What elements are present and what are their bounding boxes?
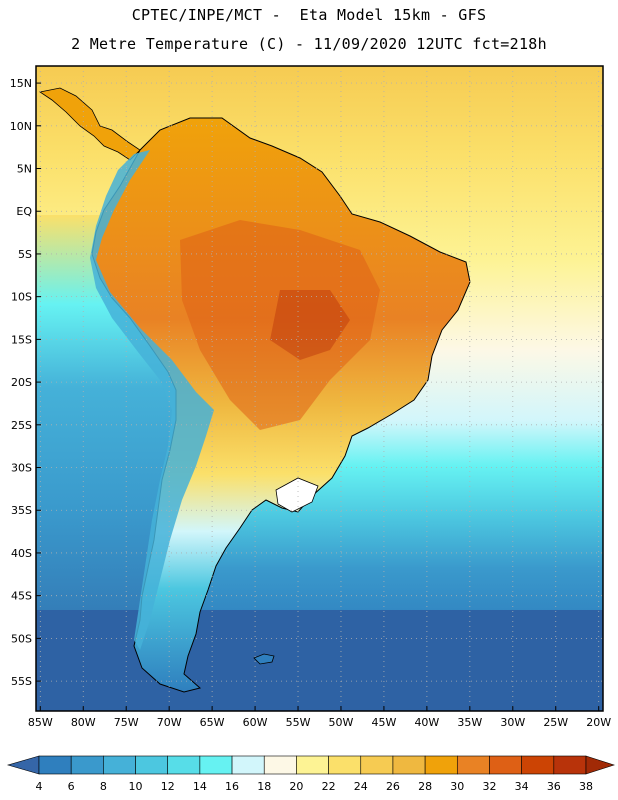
lat-tick-label: EQ [16,205,32,218]
latitude-axis: 15N 10N 5N EQ 5S 10S 15S 20S 25S 30S 35S 40S 45S 50S 5… [10,77,41,688]
colorbar-swatch [424,755,458,775]
map-frame [35,65,604,712]
colorbar-level-label: 14 [193,780,207,793]
colorbar-level-label: 22 [322,780,336,793]
colorbar-swatch [199,755,233,775]
colorbar-swatch [521,755,555,775]
colorbar-level-label: 32 [482,780,496,793]
lon-tick-label: 85W [28,716,53,729]
colorbar-level-label: 36 [547,780,561,793]
colorbar-level-label: 30 [450,780,464,793]
lon-tick-label: 25W [543,716,568,729]
colorbar-level-label: 10 [129,780,143,793]
lat-tick-label: 25S [11,419,32,432]
hot-interior-region [180,220,380,430]
colorbar-min-arrow [6,755,40,775]
lat-tick-label: 50S [11,632,32,645]
colorbar-swatch [328,755,362,775]
andes-cold-strip [90,150,214,650]
colorbar-swatch [392,755,426,775]
colorbar-level-label: 38 [579,780,593,793]
lat-tick-label: 35S [11,504,32,517]
colorbar-swatch [296,755,329,775]
colorbar-swatch [103,755,136,775]
colorbar-swatch [70,755,104,775]
lon-tick-label: 80W [71,716,96,729]
lat-tick-label: 20S [11,376,32,389]
lat-tick-label: 30S [11,462,32,475]
lon-tick-label: 70W [157,716,182,729]
lon-tick-label: 45W [371,716,396,729]
colorbar-level-label: 24 [354,780,368,793]
lon-tick-label: 20W [586,716,611,729]
colorbar-swatch [263,755,297,775]
colorbar-swatch [135,755,169,775]
colorbar-level-label: 8 [100,780,107,793]
lat-tick-label: 15N [10,77,32,90]
lon-tick-label: 55W [286,716,311,729]
lon-tick-label: 65W [200,716,225,729]
lat-tick-label: 45S [11,590,32,603]
colorbar-level-label: 4 [36,780,43,793]
lat-tick-label: 5S [18,248,32,261]
map-title-variable: 2 Metre Temperature (C) - 11/09/2020 12U… [71,35,547,53]
lat-tick-label: 10S [11,291,32,304]
map-title-model: CPTEC/INPE/MCT - Eta Model 15km - GFS [131,6,487,24]
lon-tick-label: 40W [414,716,439,729]
lat-tick-label: 40S [11,547,32,560]
lon-tick-label: 50W [329,716,354,729]
southern-ocean [36,610,603,711]
colorbar-level-label: 16 [225,780,239,793]
hottest-core [270,290,350,360]
lat-tick-label: 15S [11,333,32,346]
colorbar-level-label: 18 [257,780,271,793]
colorbar-level-label: 34 [515,780,529,793]
colorbar-level-label: 6 [68,780,75,793]
colorbar-swatch [167,755,201,775]
colorbar-swatch [360,755,394,775]
falkland-islands [253,653,275,665]
lon-tick-label: 30W [500,716,525,729]
colorbar-swatch [231,755,265,775]
colorbar-swatch [553,755,587,775]
lat-tick-label: 10N [10,120,32,133]
temperature-map: 15N 10N 5N EQ 5S 10S 15S 20S 25S 30S 35S 40S 45S 50S 5… [10,65,611,729]
rio-de-la-plata-outline [275,477,319,513]
colorbar-swatch [456,755,490,775]
lon-tick-label: 75W [114,716,139,729]
lat-tick-label: 5N [17,163,32,176]
colorbar-level-label: 28 [418,780,432,793]
colorbar-swatch [489,755,522,775]
lon-tick-label: 35W [457,716,482,729]
longitude-axis: 85W 80W 75W 70W 65W 60W 55W 50W 45W 40W 35W 30W 25W 2… [28,706,611,729]
colorbar-level-label: 20 [289,780,303,793]
lat-tick-label: 55S [11,675,32,688]
colorbar-level-label: 26 [386,780,400,793]
colorbar-level-label: 12 [161,780,175,793]
lon-tick-label: 60W [243,716,268,729]
colorbar-swatch [38,755,72,775]
colorbar-max-arrow [585,755,615,775]
